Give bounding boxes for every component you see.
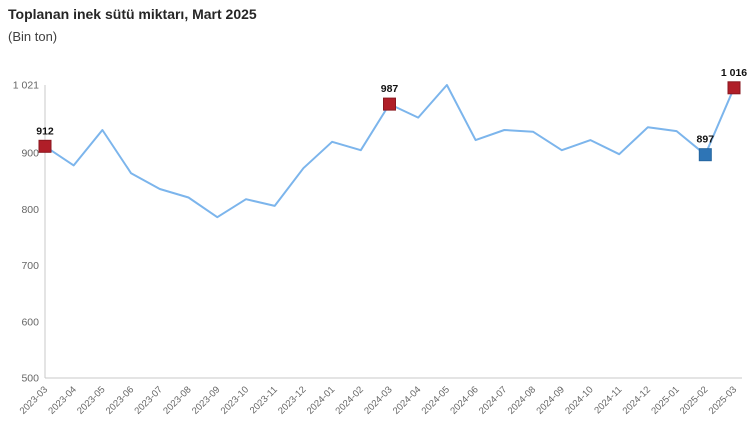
x-axis-tick-label: 2023-07 [132,384,164,416]
x-axis-tick-label: 2025-02 [678,384,710,416]
x-axis-tick-label: 2024-08 [506,384,538,416]
x-axis-tick-label: 2023-10 [219,384,251,416]
data-point-marker-2025-03[interactable] [727,81,741,95]
x-axis-tick-label: 2023-12 [276,384,308,416]
x-axis-tick-label: 2023-05 [75,384,107,416]
y-axis-tick-label: 900 [21,148,39,160]
marker-value-label: 1 016 [721,67,747,79]
x-axis-tick-label: 2023-11 [248,384,280,416]
x-axis-tick-label: 2024-04 [391,384,423,416]
marker-value-label: 897 [697,134,715,146]
y-axis-tick-label: 700 [21,260,39,272]
data-point-marker-2024-03[interactable] [383,97,396,111]
data-point-marker-2025-02[interactable] [698,148,712,162]
x-axis-tick-label: 2024-11 [592,384,624,416]
x-axis-tick-label: 2024-09 [534,384,566,416]
x-axis-tick-label: 2024-10 [563,384,595,416]
x-axis-tick-label: 2023-08 [161,384,193,416]
y-axis-tick-label: 1 021 [13,80,39,92]
x-axis-tick-label: 2024-02 [333,384,365,416]
chart-subtitle: (Bin ton) [8,29,58,44]
x-axis-tick-label: 2024-07 [477,384,509,416]
x-axis-tick-label: 2025-01 [649,384,681,416]
x-axis-tick-label: 2023-09 [190,384,222,416]
y-axis-tick-label: 600 [21,316,39,328]
x-axis-tick-label: 2024-05 [420,384,452,416]
x-axis-tick-label: 2023-04 [46,384,78,416]
chart-title: Toplanan inek sütü miktarı, Mart 2025 [8,6,257,22]
y-axis-tick-label: 800 [21,204,39,216]
y-axis-tick-label: 500 [21,373,39,385]
x-axis-tick-label: 2025-03 [707,384,739,416]
x-axis-tick-label: 2024-06 [448,384,480,416]
x-axis-tick-label: 2024-01 [305,384,337,416]
x-axis-tick-label: 2023-06 [104,384,136,416]
marker-value-label: 912 [36,125,54,137]
x-axis-tick-label: 2024-12 [621,384,653,416]
data-point-marker-2023-03[interactable] [38,139,52,153]
marker-value-label: 987 [381,83,399,95]
x-axis-tick-label: 2023-03 [18,384,50,416]
x-axis-tick-label: 2024-03 [362,384,394,416]
